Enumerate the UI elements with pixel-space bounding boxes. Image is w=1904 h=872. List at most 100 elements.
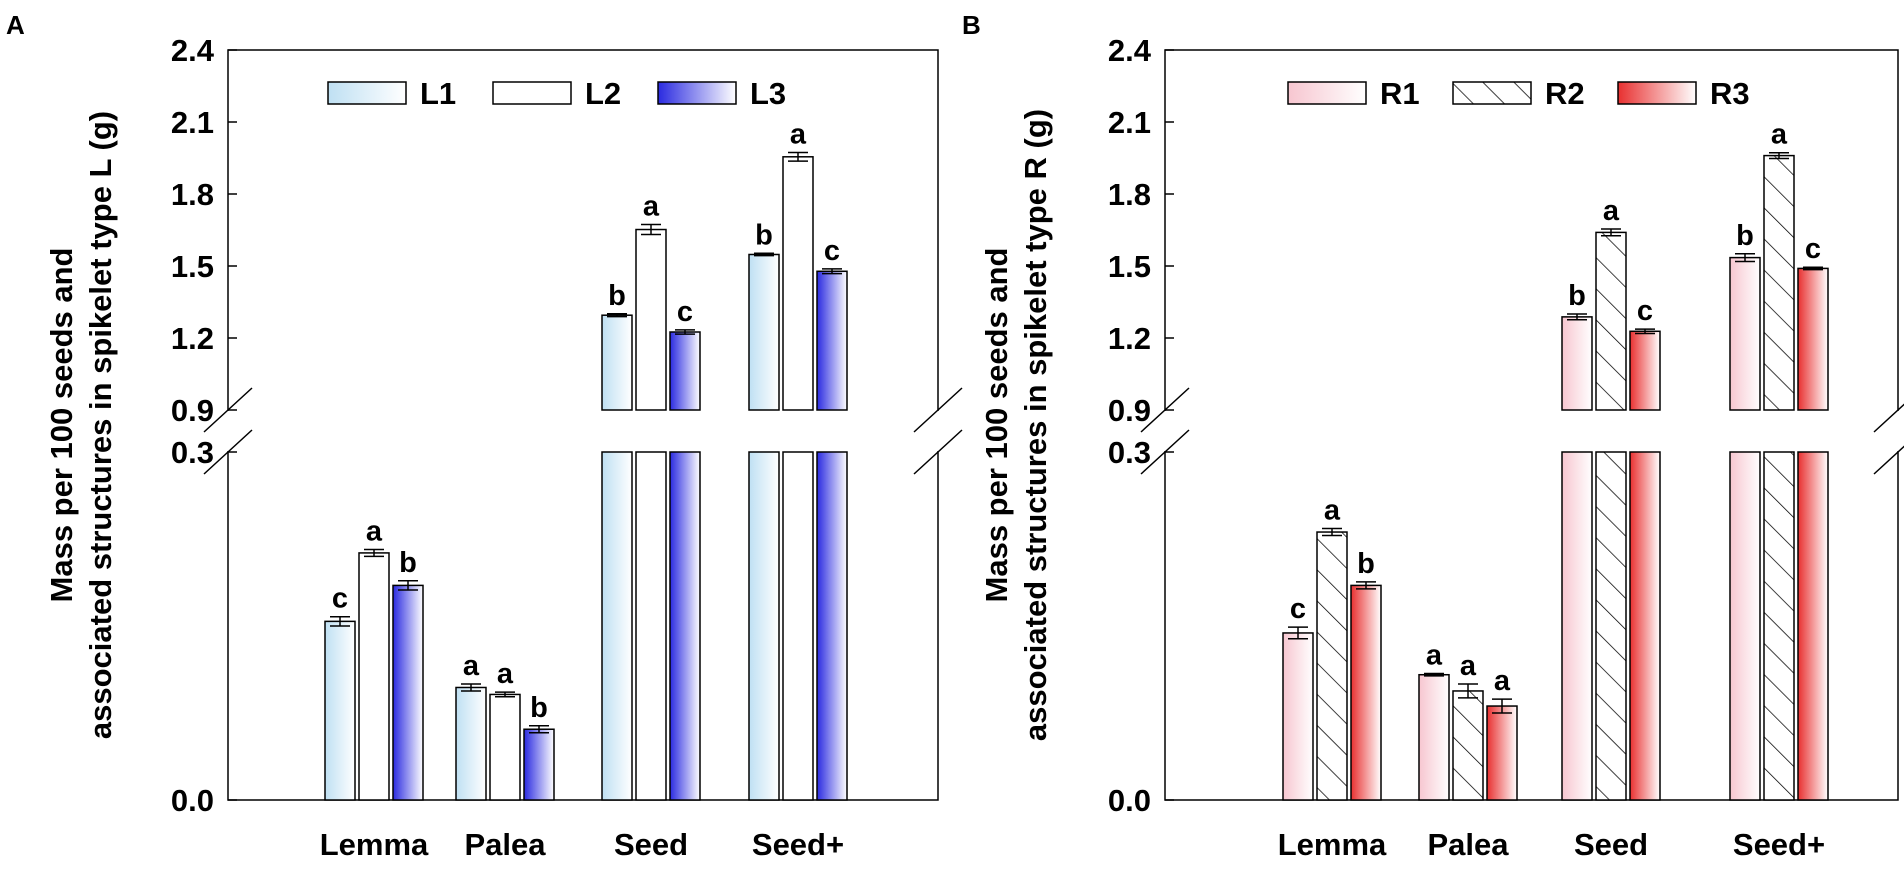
- significance-label-r3-lemma: b: [1357, 548, 1375, 580]
- panel-b-y-axis-title-line2: associated structures in spikelet type R…: [1018, 109, 1053, 741]
- y-tick-label-0-3: 0.3: [1108, 435, 1151, 470]
- bar-r3-seed-plus: [1797, 267, 1829, 411]
- bar-l2-seed-plus: [782, 156, 814, 411]
- bar-r2-lemma: [1316, 531, 1348, 801]
- y-tick-label-0-0: 0.0: [1108, 783, 1151, 818]
- error-bar-l2-palea: [495, 691, 515, 698]
- bar-r1-palea: [1418, 673, 1450, 801]
- significance-label-r2-lemma: a: [1324, 495, 1341, 527]
- significance-label-l1-lemma: c: [332, 583, 348, 615]
- bar-r2-seed: [1595, 231, 1627, 411]
- bar-l3-seed-plus: [816, 270, 848, 411]
- right-axis-break-gap: [935, 411, 941, 451]
- significance-label-l3-palea: b: [530, 692, 548, 724]
- x-category-label-seed-plus: Seed+: [752, 827, 844, 862]
- error-bar-l3-palea: [529, 725, 549, 734]
- y-tick-label-0-9: 0.9: [1108, 393, 1151, 428]
- bar-r3-lemma: [1350, 584, 1382, 801]
- bar-r3-seed-plus-lower: [1797, 451, 1829, 801]
- error-bar-l1-seed-plus: [754, 252, 774, 257]
- error-bar-r2-palea: [1458, 683, 1478, 699]
- error-bar-r2-lemma: [1322, 527, 1342, 537]
- y-tick-label-2-1: 2.1: [171, 105, 214, 140]
- legend-swatch-l3: [657, 81, 737, 105]
- error-bar-l3-seed-plus: [822, 268, 842, 275]
- panel-a-y-axis-title-line1: Mass per 100 seeds and: [44, 248, 79, 603]
- axis-break-mark: [913, 429, 963, 475]
- left-axis-break-gap: [225, 411, 231, 451]
- significance-label-l2-seed: a: [643, 190, 660, 222]
- error-bar-l1-lemma: [330, 615, 350, 627]
- bar-r3-seed: [1629, 330, 1661, 411]
- bar-l1-seed: [601, 314, 633, 411]
- bar-r3-seed-lower: [1629, 451, 1661, 801]
- significance-label-r3-seed-plus: c: [1805, 233, 1821, 265]
- error-bar-r1-seed-plus: [1735, 253, 1755, 263]
- legend-label-r1: R1: [1380, 76, 1420, 111]
- bar-r1-seed: [1561, 316, 1593, 411]
- legend-swatch-l1: [327, 81, 407, 105]
- panel-b-legend: R1 R2 R3: [1287, 76, 1750, 111]
- bar-l2-lemma: [358, 552, 390, 801]
- legend-label-r3: R3: [1710, 76, 1750, 111]
- bar-r2-palea: [1452, 690, 1484, 801]
- error-bar-r2-seed: [1601, 228, 1621, 237]
- bar-r1-seed-lower: [1561, 451, 1593, 801]
- significance-label-r1-seed: b: [1568, 280, 1586, 312]
- panel-b-letter: B: [962, 10, 981, 40]
- legend-label-l2: L2: [585, 76, 621, 111]
- error-bar-l1-palea: [461, 683, 481, 692]
- bar-r1-lemma: [1282, 632, 1314, 801]
- x-category-label-seed: Seed: [1574, 827, 1648, 862]
- bar-r2-seed-plus-lower: [1763, 451, 1795, 801]
- y-tick-label-1-2: 1.2: [171, 321, 214, 356]
- significance-label-l3-seed-plus: c: [824, 235, 840, 267]
- bar-r1-seed-plus: [1729, 256, 1761, 411]
- bar-l3-palea: [523, 728, 555, 801]
- significance-label-r3-palea: a: [1494, 665, 1511, 697]
- bar-r3-palea: [1486, 705, 1518, 801]
- axis-break-mark: [203, 387, 253, 433]
- axis-break-mark: [203, 429, 253, 475]
- panel-a-legend: L1 L2 L3: [327, 76, 786, 111]
- panel-b-y-axis-title-line1: Mass per 100 seeds and: [979, 248, 1014, 603]
- axis-break-mark: [1140, 387, 1190, 433]
- significance-label-r2-palea: a: [1460, 650, 1477, 682]
- error-bar-r3-palea: [1492, 698, 1512, 714]
- significance-label-r3-seed: c: [1637, 295, 1653, 327]
- y-tick-label-2-4: 2.4: [171, 33, 215, 68]
- bar-l2-seed: [635, 228, 667, 411]
- significance-label-l3-lemma: b: [399, 547, 417, 579]
- significance-label-r2-seed-plus: a: [1771, 119, 1788, 151]
- panel-a-y-axis-title-line2: associated structures in spikelet type L…: [83, 111, 118, 739]
- left-axis-break-gap: [1162, 411, 1168, 451]
- significance-label-l2-seed-plus: a: [790, 118, 807, 150]
- bar-l3-seed-plus-lower: [816, 451, 848, 801]
- y-tick-label-0-3: 0.3: [171, 435, 214, 470]
- significance-label-r1-seed-plus: b: [1736, 220, 1754, 252]
- bar-l2-seed-lower: [635, 451, 667, 801]
- significance-label-r2-seed: a: [1603, 195, 1620, 227]
- y-tick-label-2-1: 2.1: [1108, 105, 1151, 140]
- error-bar-l1-seed: [607, 313, 627, 318]
- axis-break-mark: [1140, 429, 1190, 475]
- significance-label-l1-seed-plus: b: [755, 219, 773, 251]
- bar-l3-seed: [669, 331, 701, 411]
- legend-swatch-r3: [1617, 81, 1697, 105]
- bar-l1-seed-plus-lower: [748, 451, 780, 801]
- significance-label-l1-seed: b: [608, 280, 626, 312]
- bar-l1-seed-plus: [748, 253, 780, 411]
- error-bar-r3-lemma: [1356, 581, 1376, 590]
- x-category-label-lemma: Lemma: [1278, 827, 1387, 862]
- bar-l1-palea: [455, 686, 487, 801]
- y-tick-label-1-8: 1.8: [171, 177, 214, 212]
- y-tick-label-1-5: 1.5: [1108, 249, 1151, 284]
- legend-label-l3: L3: [750, 76, 786, 111]
- y-tick-label-0-0: 0.0: [171, 783, 214, 818]
- y-tick-label-1-8: 1.8: [1108, 177, 1151, 212]
- x-category-label-seed-plus: Seed+: [1733, 827, 1825, 862]
- bar-l1-lemma: [324, 620, 356, 801]
- legend-swatch-r2: [1452, 81, 1532, 105]
- bar-r1-seed-plus-lower: [1729, 451, 1761, 801]
- significance-label-l1-palea: a: [463, 650, 480, 682]
